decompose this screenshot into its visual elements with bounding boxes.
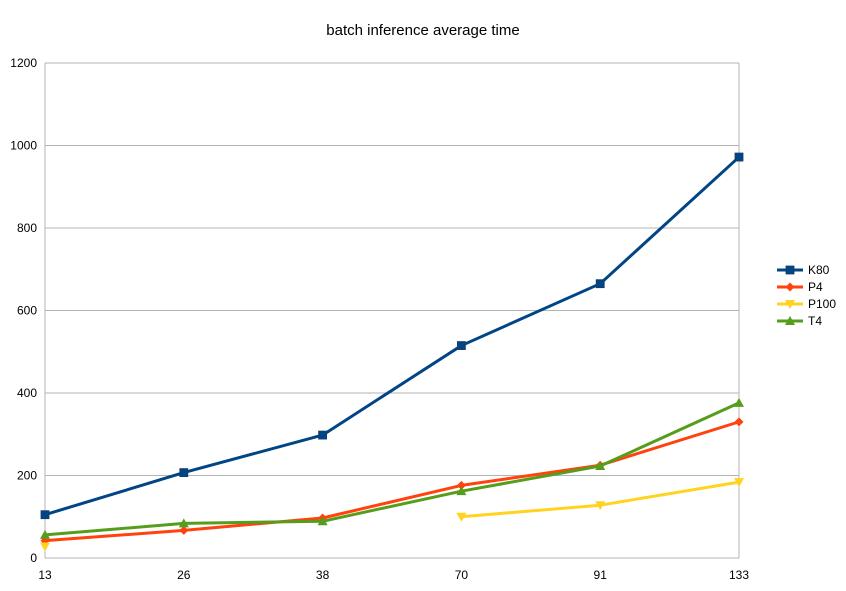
series-p100-segment xyxy=(459,503,602,519)
legend-swatch-marker xyxy=(785,265,795,275)
chart-title: batch inference average time xyxy=(326,22,519,39)
series-t4-segment xyxy=(598,401,741,468)
series-k80-point xyxy=(40,510,50,520)
series-t4-segment xyxy=(459,464,602,493)
legend-swatch-marker xyxy=(785,316,795,325)
y-tick-label: 1000 xyxy=(10,139,37,153)
series-k80-point xyxy=(595,279,605,289)
series-t4-point xyxy=(595,461,606,471)
series-k80-segment xyxy=(459,282,602,348)
x-tick-label: 70 xyxy=(455,568,469,582)
x-tick-label: 91 xyxy=(594,568,608,582)
series-group xyxy=(40,152,744,552)
series-p4-point xyxy=(179,525,189,535)
legend-item-p4: P4 xyxy=(777,280,823,294)
legend-swatch-marker xyxy=(785,282,795,292)
x-tick-label: 38 xyxy=(316,568,330,582)
series-k80-point xyxy=(734,152,744,162)
series-p100-point xyxy=(734,478,744,488)
y-tick-label: 1200 xyxy=(10,56,37,70)
legend-label: K80 xyxy=(808,263,830,277)
series-t4-point xyxy=(456,486,467,496)
x-tick-label: 26 xyxy=(177,568,191,582)
series-t4-segment xyxy=(182,519,325,525)
grid xyxy=(44,62,740,559)
series-p4-segment xyxy=(598,420,741,467)
y-tick-label: 200 xyxy=(17,469,37,483)
series-t4-point xyxy=(178,518,189,528)
series-k80-point xyxy=(318,430,328,440)
series-t4-segment xyxy=(43,521,186,537)
series-t4 xyxy=(40,397,744,539)
series-k80-point xyxy=(456,341,466,350)
series-p4-point xyxy=(456,480,466,490)
series-k80-segment xyxy=(182,433,325,475)
y-tick-label: 600 xyxy=(17,304,37,318)
series-t4-segment xyxy=(321,489,463,523)
series-k80-segment xyxy=(598,155,741,286)
legend: K80 P4 P100 T4 xyxy=(777,263,836,328)
series-p4-segment xyxy=(321,483,463,520)
legend-swatch-marker xyxy=(785,300,795,309)
y-tick-label: 0 xyxy=(30,551,37,565)
series-p100-point xyxy=(595,501,606,511)
series-p4-segment xyxy=(43,528,186,543)
series-p4-point xyxy=(734,417,744,427)
axes: 0 200 400 600 800 1000 1200 13 26 38 70 91 133 xyxy=(10,56,749,582)
series-p100-point xyxy=(40,542,50,552)
series-p100 xyxy=(40,478,744,552)
y-tick-label: 400 xyxy=(17,386,37,400)
series-t4-point xyxy=(734,397,744,407)
legend-label: T4 xyxy=(808,314,822,328)
series-t4-point xyxy=(40,529,50,539)
series-p100-segment xyxy=(598,480,741,507)
legend-item-p100: P100 xyxy=(777,297,836,311)
legend-label: P4 xyxy=(808,280,823,294)
legend-item-k80: K80 xyxy=(777,263,830,277)
legend-label: P100 xyxy=(808,297,836,311)
series-p100-point xyxy=(456,512,467,522)
y-tick-label: 800 xyxy=(17,221,37,235)
series-k80 xyxy=(40,152,744,520)
series-k80-point xyxy=(179,468,189,478)
series-p4-segment xyxy=(182,516,325,532)
series-k80-segment xyxy=(321,344,463,437)
series-k80-segment xyxy=(43,471,186,517)
x-tick-label: 133 xyxy=(729,568,749,582)
legend-item-t4: T4 xyxy=(777,314,822,328)
series-p4-segment xyxy=(459,463,602,487)
series-t4-point xyxy=(317,516,328,526)
x-tick-label: 13 xyxy=(38,568,52,582)
